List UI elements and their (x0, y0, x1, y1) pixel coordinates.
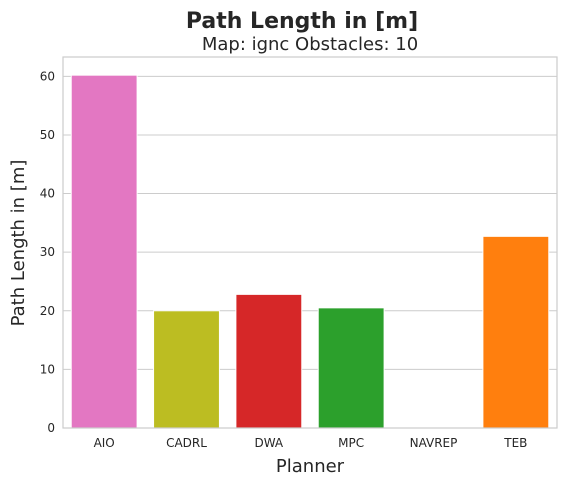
x-tick-label: AIO (94, 436, 115, 450)
x-tick-label: TEB (503, 436, 527, 450)
y-tick-label: 60 (40, 69, 55, 83)
y-tick-label: 30 (40, 245, 55, 259)
y-axis-label: Path Length in [m] (8, 160, 29, 327)
bar-cadrl (153, 310, 220, 429)
x-axis-label: Planner (276, 456, 345, 477)
bar-mpc (317, 307, 385, 429)
y-tick-label: 50 (40, 128, 55, 142)
x-tick-labels: AIO CADRL DWA MPC NAVREP TEB (94, 436, 528, 450)
y-tick-labels: 0 10 20 30 40 50 60 (40, 69, 55, 435)
chart-title: Path Length in [m] (186, 9, 418, 34)
bar-teb (482, 235, 550, 429)
x-tick-label: CADRL (166, 436, 207, 450)
y-tick-label: 20 (40, 304, 55, 318)
x-tick-label: DWA (254, 436, 283, 450)
x-tick-label: MPC (338, 436, 364, 450)
bar-dwa (235, 293, 303, 429)
bar-aio (70, 74, 138, 429)
y-tick-label: 10 (40, 362, 55, 376)
x-tick-label: NAVREP (410, 436, 458, 450)
plot-frame (62, 56, 558, 429)
gridlines (63, 75, 557, 429)
y-tick-label: 40 (40, 187, 55, 201)
bars (70, 74, 550, 429)
y-tick-label: 0 (47, 421, 55, 435)
chart-subtitle: Map: ignc Obstacles: 10 (202, 34, 418, 55)
